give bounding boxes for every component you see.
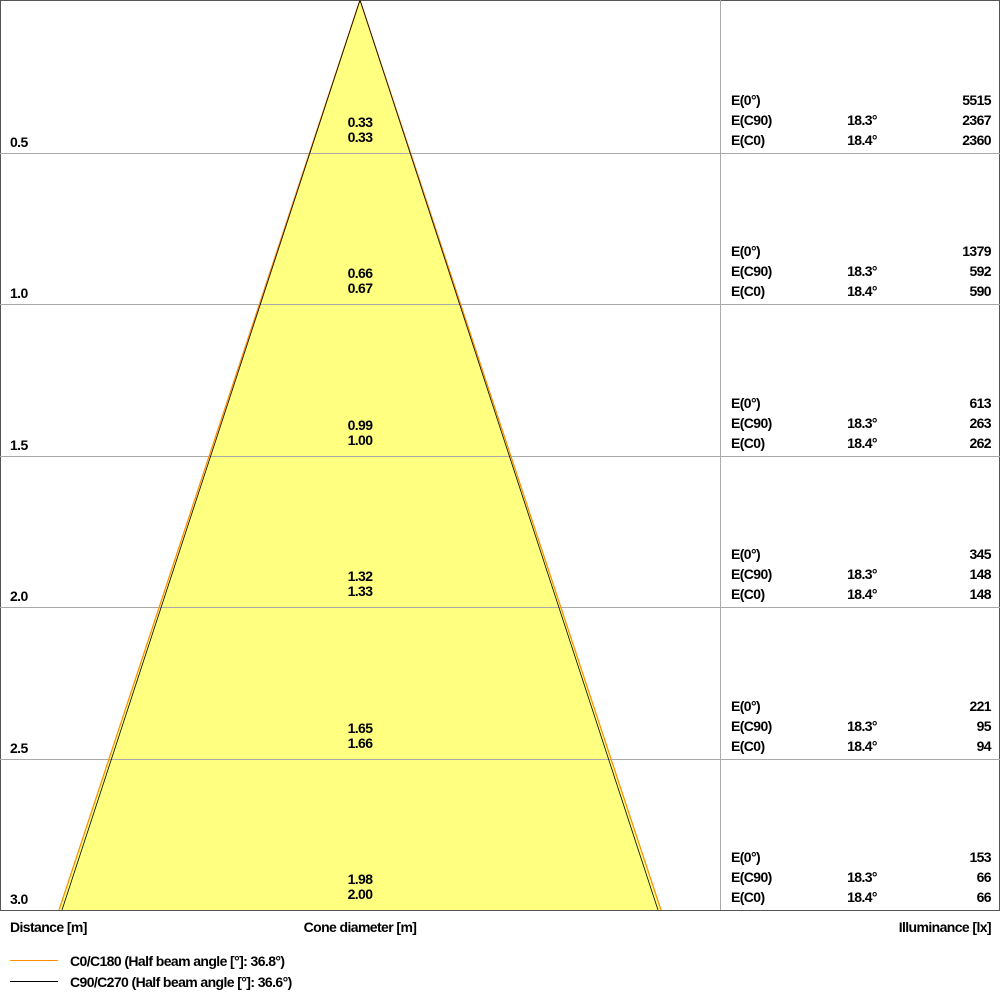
cone-diameter-c90: 1.98 xyxy=(347,871,373,887)
illuminance-label-c90: E(C90) xyxy=(731,566,772,582)
illuminance-label-c90: E(C90) xyxy=(731,263,772,279)
illuminance-label-e0: E(0°) xyxy=(731,92,761,108)
angle-c0: 18.4° xyxy=(847,435,877,451)
cone-diameter-c0: 0.67 xyxy=(347,280,373,296)
illuminance-e0: 153 xyxy=(969,849,991,865)
illuminance-c0: 66 xyxy=(976,889,992,905)
angle-c0: 18.4° xyxy=(847,283,877,299)
angle-c90: 18.3° xyxy=(847,263,877,279)
cone-diameter-c0: 1.00 xyxy=(347,432,373,448)
angle-c0: 18.4° xyxy=(847,738,877,754)
illuminance-label-e0: E(0°) xyxy=(731,243,761,259)
illuminance-label-c0: E(C0) xyxy=(731,586,765,602)
cone-diameter-c90: 0.99 xyxy=(347,417,373,433)
illuminance-e0: 1379 xyxy=(962,243,991,259)
distance-label: 1.5 xyxy=(10,437,28,453)
angle-c90: 18.3° xyxy=(847,869,877,885)
angle-c90: 18.3° xyxy=(847,415,877,431)
illuminance-e0: 221 xyxy=(969,698,991,714)
legend-c0: C0/C180 (Half beam angle [°]: 36.8°) xyxy=(70,953,285,969)
distance-label: 2.0 xyxy=(10,588,28,604)
illuminance-label-c90: E(C90) xyxy=(731,112,772,128)
cone-fill xyxy=(59,0,661,910)
illuminance-e0: 345 xyxy=(969,546,991,562)
illuminance-e0: 5515 xyxy=(962,92,991,108)
illuminance-c90: 66 xyxy=(976,869,992,885)
angle-c0: 18.4° xyxy=(847,586,877,602)
illuminance-label-e0: E(0°) xyxy=(731,698,761,714)
illuminance-label-e0: E(0°) xyxy=(731,395,761,411)
illuminance-c90: 263 xyxy=(969,415,991,431)
angle-c90: 18.3° xyxy=(847,112,877,128)
cone-diameter-c90: 0.66 xyxy=(347,265,373,281)
legend-swatch-c90 xyxy=(10,981,58,982)
illuminance-label-c90: E(C90) xyxy=(731,415,772,431)
angle-c0: 18.4° xyxy=(847,132,877,148)
legend-c90: C90/C270 (Half beam angle [°]: 36.6°) xyxy=(70,974,292,990)
illuminance-c90: 148 xyxy=(969,566,991,582)
angle-c90: 18.3° xyxy=(847,718,877,734)
illuminance-label-c0: E(C0) xyxy=(731,435,765,451)
illuminance-label-c90: E(C90) xyxy=(731,869,772,885)
x-label-illuminance: Illuminance [lx] xyxy=(898,919,992,935)
cone-diameter-c90: 1.65 xyxy=(347,720,373,736)
illuminance-c0: 2360 xyxy=(962,132,991,148)
illuminance-c0: 262 xyxy=(969,435,991,451)
illuminance-label-c0: E(C0) xyxy=(731,132,765,148)
illuminance-label-c0: E(C0) xyxy=(731,889,765,905)
illuminance-label-e0: E(0°) xyxy=(731,546,761,562)
cone-diameter-c0: 2.00 xyxy=(347,886,373,902)
distance-label: 2.5 xyxy=(10,740,28,756)
distance-label: 1.0 xyxy=(10,285,28,301)
illuminance-c90: 2367 xyxy=(962,112,991,128)
angle-c90: 18.3° xyxy=(847,566,877,582)
legend-swatch-c0 xyxy=(10,960,58,961)
cone-diameter-c90: 1.32 xyxy=(347,568,373,584)
illuminance-label-c0: E(C0) xyxy=(731,283,765,299)
x-label-distance: Distance [m] xyxy=(10,919,87,935)
illuminance-label-c0: E(C0) xyxy=(731,738,765,754)
cone-diameter-c0: 0.33 xyxy=(347,129,373,145)
illuminance-label-e0: E(0°) xyxy=(731,849,761,865)
cone-edge-c0 xyxy=(58,0,662,911)
x-label-cone-diameter: Cone diameter [m] xyxy=(303,919,417,935)
distance-label: 0.5 xyxy=(10,134,28,150)
angle-c0: 18.4° xyxy=(847,889,877,905)
illuminance-c90: 95 xyxy=(976,718,992,734)
cone-diameter-c90: 0.33 xyxy=(347,114,373,130)
illuminance-c0: 590 xyxy=(969,283,991,299)
distance-label: 3.0 xyxy=(10,891,28,907)
illuminance-label-c90: E(C90) xyxy=(731,718,772,734)
illuminance-c0: 94 xyxy=(976,738,992,754)
illuminance-e0: 613 xyxy=(969,395,991,411)
cone-diameter-c0: 1.66 xyxy=(347,735,373,751)
illuminance-c90: 592 xyxy=(969,263,991,279)
cone-edge-c90 xyxy=(61,0,659,911)
illuminance-c0: 148 xyxy=(969,586,991,602)
cone-diameter-c0: 1.33 xyxy=(347,583,373,599)
